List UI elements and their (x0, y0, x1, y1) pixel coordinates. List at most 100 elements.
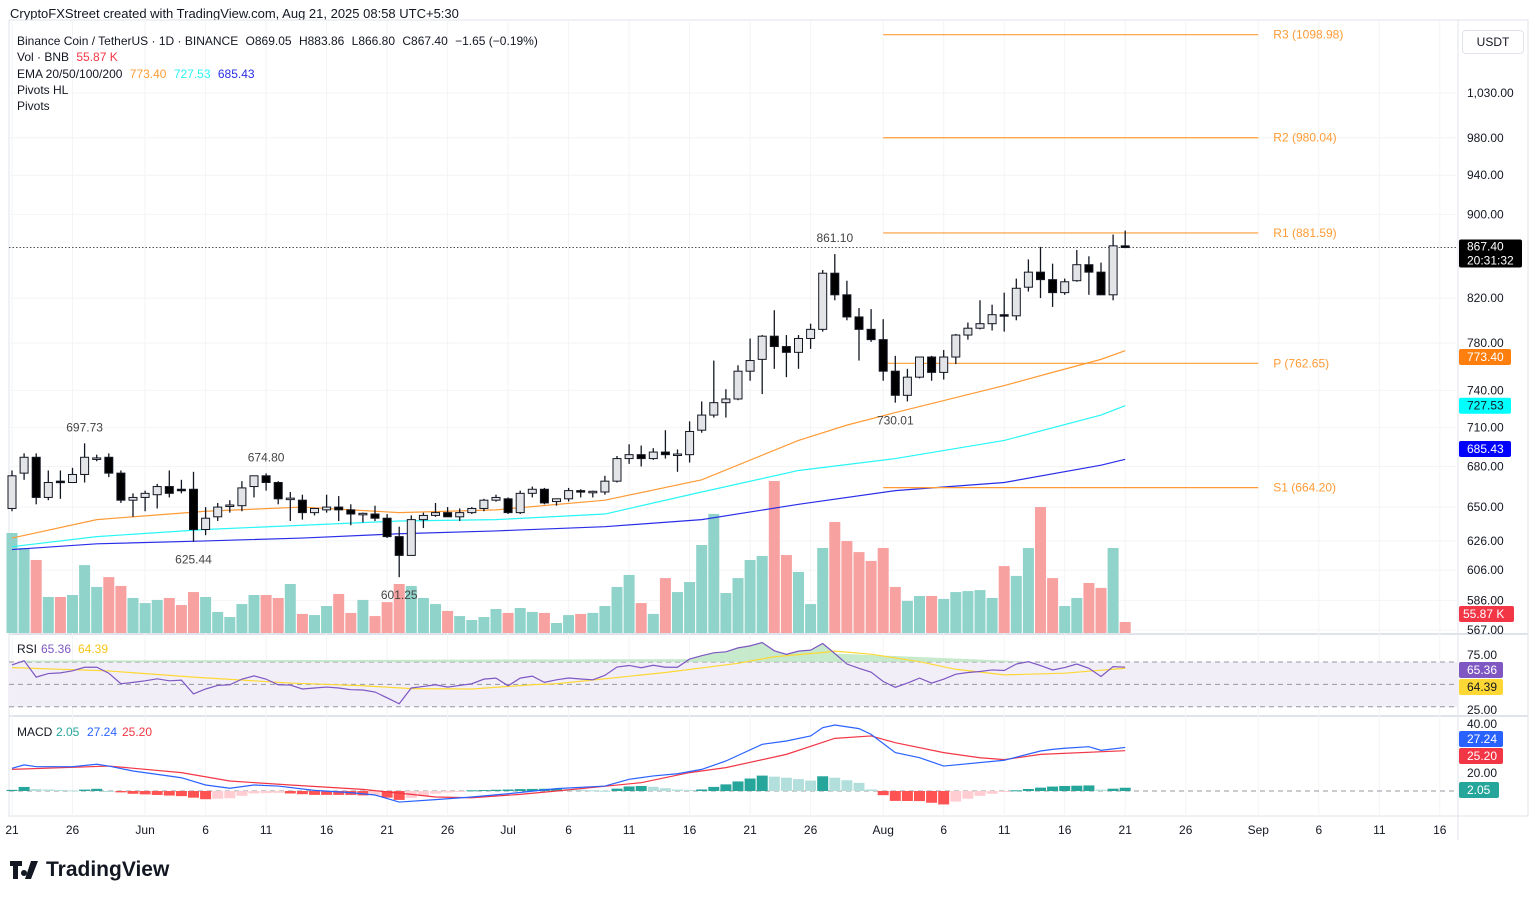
ema-price-badge (1459, 349, 1511, 365)
macd-label: MACD (17, 725, 53, 739)
pivots-hl-legend[interactable]: Pivots HL (17, 82, 69, 97)
macd-histogram-badge-label: 2.05 (1467, 783, 1491, 797)
time-tick-label: 11 (623, 823, 636, 837)
time-tick-label: 16 (683, 823, 697, 837)
ohlc-open: O869.05 (245, 34, 292, 48)
time-tick-label: 16 (1058, 823, 1072, 837)
ema-label: EMA 20/50/100/200 (17, 66, 123, 81)
candle-up (1108, 245, 1118, 296)
volume-bar (115, 585, 127, 633)
ema-value-2: 727.53 (173, 66, 211, 81)
candle-down (854, 316, 864, 330)
candle-up (721, 398, 731, 404)
macd-histogram-bar (526, 788, 538, 791)
pivots-legend[interactable]: Pivots (17, 99, 50, 114)
macd-histogram-bar (127, 791, 139, 794)
macd-histogram-bar (260, 791, 272, 794)
macd-histogram-badge (1459, 782, 1499, 798)
rsi-tick-label: 75.00 (1467, 648, 1497, 662)
candle-up (745, 360, 755, 372)
macd-histogram-bar (212, 791, 224, 799)
price-tick-label: 940.00 (1467, 168, 1504, 182)
macd-signal-value: 25.20 (122, 725, 152, 739)
volume-bar (1071, 597, 1083, 633)
macd-histogram-bar (611, 788, 623, 791)
volume-bar (405, 585, 417, 633)
candle-up (467, 507, 477, 514)
candle-up (951, 334, 961, 358)
volume-bar (841, 541, 853, 633)
volume-bar (417, 597, 429, 633)
volume-bar (962, 591, 974, 633)
volume-bar (369, 616, 381, 633)
volume-bar (18, 547, 30, 633)
candle-down (370, 513, 380, 519)
volume-legend[interactable]: Vol · BNB 55.87 K (17, 49, 542, 65)
candle-up (19, 456, 29, 474)
macd-histogram-bar (514, 789, 526, 791)
countdown-timer: 20:31:32 (1467, 254, 1514, 268)
macd-histogram-bar (853, 782, 865, 791)
macd-value-badge (1459, 731, 1503, 747)
macd-histogram-bar (248, 791, 260, 794)
time-tick-label: 21 (1119, 823, 1133, 837)
candle-up (249, 475, 259, 488)
candle-up (709, 402, 719, 416)
volume-bar (514, 608, 526, 633)
candle-down (830, 272, 840, 296)
swing-point-label: 730.01 (877, 414, 914, 428)
macd-histogram-bar (841, 780, 853, 791)
candle-down (382, 517, 392, 538)
macd-histogram-bar (974, 791, 986, 796)
candle-up (128, 496, 138, 501)
tradingview-logo-icon (10, 861, 38, 879)
candle-down (503, 498, 513, 514)
volume-bar (103, 577, 115, 633)
candle-down (842, 294, 852, 318)
volume-bar (1059, 606, 1071, 633)
macd-histogram-bar (575, 789, 587, 791)
volume-bar (1022, 547, 1034, 633)
candle-up (7, 475, 17, 509)
volume-bar (926, 595, 938, 633)
macd-histogram-bar (962, 791, 974, 799)
macd-signal-badge (1459, 748, 1503, 764)
time-tick-label: 11 (1373, 823, 1386, 837)
volume-bar (901, 600, 913, 633)
currency-button[interactable]: USDT (1462, 30, 1524, 54)
volume-bar (551, 622, 562, 633)
candle-down (769, 335, 779, 348)
rsi-tick-label: 25.00 (1467, 703, 1497, 717)
chart-legend: Binance Coin / TetherUS · 1D · BINANCE O… (17, 33, 542, 114)
swing-point-label: 625.44 (175, 553, 212, 567)
time-tick-label: 26 (441, 823, 455, 837)
time-tick-label: Aug (873, 823, 894, 837)
volume-bar (587, 612, 599, 633)
candle-down (866, 328, 876, 341)
macd-histogram-bar (478, 790, 490, 792)
macd-histogram-bar (430, 791, 441, 794)
macd-histogram-bar (1095, 789, 1107, 791)
macd-histogram-bar (91, 788, 103, 791)
volume-bar (672, 592, 683, 633)
volume-bar (1083, 583, 1095, 633)
time-tick-label: 6 (940, 823, 947, 837)
macd-value-badge-label: 27.24 (1467, 732, 1497, 746)
candle-up (140, 492, 150, 498)
volume-bar (986, 597, 998, 633)
candle-up (358, 512, 368, 516)
macd-histogram-bar (54, 789, 66, 791)
ema-legend[interactable]: EMA 20/50/100/200 773.40 727.53 685.43 (17, 66, 542, 82)
brand-name: TradingView (46, 858, 170, 881)
volume-bar (563, 615, 575, 633)
symbol-name[interactable]: Binance Coin / TetherUS · 1D · BINANCE (17, 34, 239, 48)
candle-up (237, 487, 247, 507)
candle-up (697, 414, 707, 431)
candle-up (80, 456, 90, 475)
volume-bar (817, 547, 829, 633)
volume-bar (744, 559, 756, 633)
candle-down (1084, 264, 1094, 273)
volume-bar (236, 604, 248, 633)
volume-bar (1095, 587, 1107, 633)
